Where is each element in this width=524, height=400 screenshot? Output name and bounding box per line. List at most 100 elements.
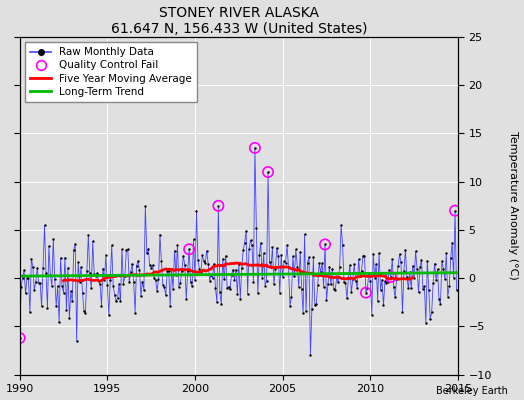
Point	[356, 273, 364, 280]
Point	[222, 253, 230, 259]
Point	[119, 280, 128, 287]
Point	[187, 279, 195, 286]
Point	[220, 276, 228, 282]
Point	[416, 263, 424, 270]
Point	[45, 243, 53, 250]
Point	[241, 240, 249, 246]
Point	[174, 283, 183, 290]
Point	[444, 293, 452, 300]
Point	[16, 335, 24, 341]
Point	[271, 266, 279, 272]
Point	[105, 312, 113, 318]
Point	[183, 268, 192, 274]
Point	[401, 247, 410, 253]
Point	[236, 295, 245, 302]
Point	[78, 290, 86, 296]
Point	[428, 309, 436, 316]
Point	[321, 241, 329, 248]
Point	[201, 260, 210, 266]
Point	[122, 247, 130, 254]
Point	[214, 203, 223, 209]
Point	[148, 262, 157, 268]
Point	[451, 208, 459, 214]
Point	[189, 236, 198, 242]
Point	[354, 256, 363, 263]
Title: STONEY RIVER ALASKA
61.647 N, 156.433 W (United States): STONEY RIVER ALASKA 61.647 N, 156.433 W …	[111, 6, 367, 36]
Point	[168, 266, 176, 272]
Y-axis label: Temperature Anomaly (°C): Temperature Anomaly (°C)	[508, 132, 518, 280]
Point	[391, 294, 399, 301]
Point	[102, 252, 110, 258]
Point	[188, 283, 196, 289]
Point	[156, 231, 164, 238]
Point	[292, 246, 300, 253]
Point	[129, 279, 138, 285]
Point	[81, 310, 90, 316]
Point	[151, 276, 160, 283]
Point	[20, 267, 28, 274]
Point	[172, 272, 180, 278]
Point	[289, 253, 297, 260]
Point	[126, 268, 135, 275]
Point	[448, 240, 456, 246]
Point	[274, 253, 282, 259]
Point	[382, 280, 390, 286]
Point	[65, 315, 73, 321]
Point	[107, 242, 116, 249]
Point	[343, 295, 351, 302]
Point	[263, 278, 271, 284]
Point	[223, 285, 231, 291]
Point	[325, 264, 334, 270]
Point	[147, 264, 155, 271]
Point	[294, 284, 303, 290]
Point	[89, 238, 97, 244]
Point	[438, 258, 446, 264]
Point	[272, 245, 281, 251]
Point	[182, 296, 190, 302]
Point	[33, 265, 41, 272]
Point	[125, 279, 134, 286]
Point	[230, 277, 238, 284]
Point	[23, 275, 31, 281]
Point	[219, 256, 227, 262]
Point	[257, 240, 265, 246]
Point	[118, 246, 126, 252]
Point	[306, 352, 314, 359]
Point	[340, 279, 348, 286]
Point	[116, 298, 125, 304]
Point	[144, 246, 152, 252]
Point	[413, 265, 421, 272]
Point	[387, 274, 395, 280]
Point	[276, 290, 284, 296]
Point	[191, 277, 199, 284]
Point	[368, 312, 376, 318]
Point	[439, 266, 447, 272]
Point	[154, 276, 162, 282]
Point	[24, 275, 32, 282]
Point	[290, 273, 299, 279]
Point	[350, 261, 358, 268]
Point	[362, 290, 370, 296]
Point	[210, 260, 218, 267]
Point	[384, 278, 392, 285]
Point	[217, 301, 225, 307]
Point	[62, 307, 71, 313]
Point	[406, 269, 414, 276]
Point	[103, 282, 112, 288]
Point	[17, 284, 25, 290]
Point	[298, 286, 306, 292]
Point	[369, 250, 377, 257]
Point	[328, 266, 336, 272]
Point	[375, 250, 383, 256]
Point	[316, 269, 325, 276]
Point	[113, 295, 122, 302]
Point	[94, 278, 103, 284]
Point	[26, 309, 34, 315]
Point	[308, 306, 316, 312]
Point	[414, 289, 423, 295]
Point	[229, 266, 237, 273]
Point	[170, 248, 179, 254]
Point	[71, 241, 80, 247]
Point	[389, 284, 398, 290]
Point	[58, 283, 66, 290]
